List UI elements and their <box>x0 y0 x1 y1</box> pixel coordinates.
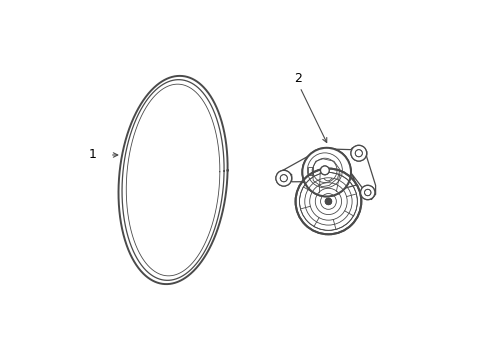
Circle shape <box>360 185 374 200</box>
Circle shape <box>302 148 350 197</box>
Circle shape <box>350 145 366 161</box>
Text: 2: 2 <box>294 72 302 85</box>
Circle shape <box>275 170 291 186</box>
Circle shape <box>325 198 331 205</box>
Bar <box>308 167 312 175</box>
Polygon shape <box>280 147 375 200</box>
Text: 1: 1 <box>89 148 97 162</box>
Circle shape <box>320 166 328 175</box>
